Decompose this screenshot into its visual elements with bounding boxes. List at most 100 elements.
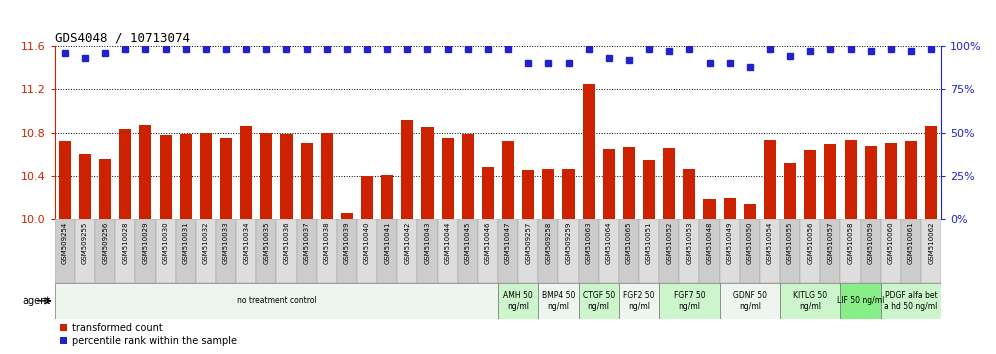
Text: GSM510045: GSM510045 — [465, 221, 471, 264]
Bar — [744, 204, 756, 219]
Bar — [458, 219, 478, 283]
Text: GSM510043: GSM510043 — [424, 221, 430, 264]
Bar — [441, 138, 454, 219]
Bar — [175, 219, 196, 283]
Text: GSM510051: GSM510051 — [646, 221, 652, 264]
Text: GSM510034: GSM510034 — [243, 221, 249, 264]
Bar — [764, 140, 776, 219]
Bar — [240, 126, 252, 219]
Text: GSM510055: GSM510055 — [787, 221, 793, 264]
Bar — [563, 169, 575, 219]
Bar — [478, 219, 498, 283]
Text: GSM510042: GSM510042 — [404, 221, 410, 264]
Text: LIF 50 ng/ml: LIF 50 ng/ml — [837, 296, 884, 306]
Text: GSM510048: GSM510048 — [706, 221, 712, 264]
Bar — [179, 134, 192, 219]
Bar — [925, 126, 937, 219]
Bar — [159, 135, 171, 219]
Text: GSM510056: GSM510056 — [808, 221, 814, 264]
Bar — [498, 283, 538, 319]
Text: FGF7 50
ng/ml: FGF7 50 ng/ml — [673, 291, 705, 310]
Bar — [220, 138, 232, 219]
Bar — [361, 176, 374, 219]
Bar — [804, 150, 817, 219]
Bar — [780, 219, 800, 283]
Text: GSM510036: GSM510036 — [284, 221, 290, 264]
Bar — [120, 130, 131, 219]
Bar — [663, 148, 675, 219]
Bar — [740, 219, 760, 283]
Bar — [297, 219, 317, 283]
Bar — [639, 219, 659, 283]
Bar — [599, 219, 619, 283]
Text: GSM510060: GSM510060 — [887, 221, 893, 264]
Text: GSM510032: GSM510032 — [203, 221, 209, 264]
Text: PDGF alfa bet
a hd 50 ng/ml: PDGF alfa bet a hd 50 ng/ml — [884, 291, 937, 310]
Bar — [321, 133, 333, 219]
Text: GSM509259: GSM509259 — [566, 221, 572, 264]
Bar — [643, 160, 655, 219]
Bar — [155, 219, 175, 283]
Text: GSM509256: GSM509256 — [103, 221, 109, 264]
Text: GSM510049: GSM510049 — [727, 221, 733, 264]
Bar — [482, 167, 494, 219]
Bar — [401, 120, 413, 219]
Bar — [699, 219, 719, 283]
Text: GSM510054: GSM510054 — [767, 221, 773, 264]
Bar — [905, 141, 917, 219]
Text: GSM510047: GSM510047 — [505, 221, 511, 264]
Bar — [99, 159, 112, 219]
Bar — [603, 149, 615, 219]
Text: GSM510031: GSM510031 — [182, 221, 188, 264]
Bar — [260, 133, 272, 219]
Text: GSM509258: GSM509258 — [546, 221, 552, 264]
Bar — [780, 283, 841, 319]
Bar — [377, 219, 397, 283]
Bar — [116, 219, 135, 283]
Text: BMP4 50
ng/ml: BMP4 50 ng/ml — [542, 291, 575, 310]
Text: GSM510028: GSM510028 — [123, 221, 128, 264]
Text: GSM510035: GSM510035 — [263, 221, 269, 264]
Bar — [719, 283, 780, 319]
Bar — [880, 219, 901, 283]
Bar — [55, 283, 498, 319]
Bar — [341, 213, 353, 219]
Text: GSM510046: GSM510046 — [485, 221, 491, 264]
Bar — [538, 219, 559, 283]
Text: GSM510062: GSM510062 — [928, 221, 934, 264]
Bar — [256, 219, 276, 283]
Bar — [437, 219, 458, 283]
Bar — [622, 147, 635, 219]
Text: GDNF 50
ng/ml: GDNF 50 ng/ml — [733, 291, 767, 310]
Bar — [679, 219, 699, 283]
Bar — [821, 219, 841, 283]
Bar — [719, 219, 740, 283]
Bar — [522, 170, 534, 219]
Bar — [559, 219, 579, 283]
Text: GDS4048 / 10713074: GDS4048 / 10713074 — [55, 32, 190, 45]
Text: GSM510052: GSM510052 — [666, 221, 672, 264]
Bar — [381, 175, 393, 219]
Bar — [236, 219, 256, 283]
Text: GSM510038: GSM510038 — [324, 221, 330, 264]
Text: GSM510029: GSM510029 — [142, 221, 148, 264]
Bar — [579, 283, 619, 319]
Text: GSM510040: GSM510040 — [365, 221, 371, 264]
Text: GSM510057: GSM510057 — [828, 221, 834, 264]
Bar — [462, 134, 474, 219]
Bar — [841, 219, 861, 283]
Legend: transformed count, percentile rank within the sample: transformed count, percentile rank withi… — [60, 323, 237, 346]
Text: agent: agent — [23, 296, 51, 306]
Bar — [421, 127, 433, 219]
Bar — [75, 219, 95, 283]
Bar — [619, 219, 639, 283]
Bar — [397, 219, 417, 283]
Text: CTGF 50
ng/ml: CTGF 50 ng/ml — [583, 291, 615, 310]
Bar — [583, 84, 595, 219]
Bar — [95, 219, 116, 283]
Bar — [659, 219, 679, 283]
Text: GSM510030: GSM510030 — [162, 221, 168, 264]
Text: GSM509257: GSM509257 — [525, 221, 531, 264]
Bar — [357, 219, 377, 283]
Text: GSM510065: GSM510065 — [625, 221, 631, 264]
